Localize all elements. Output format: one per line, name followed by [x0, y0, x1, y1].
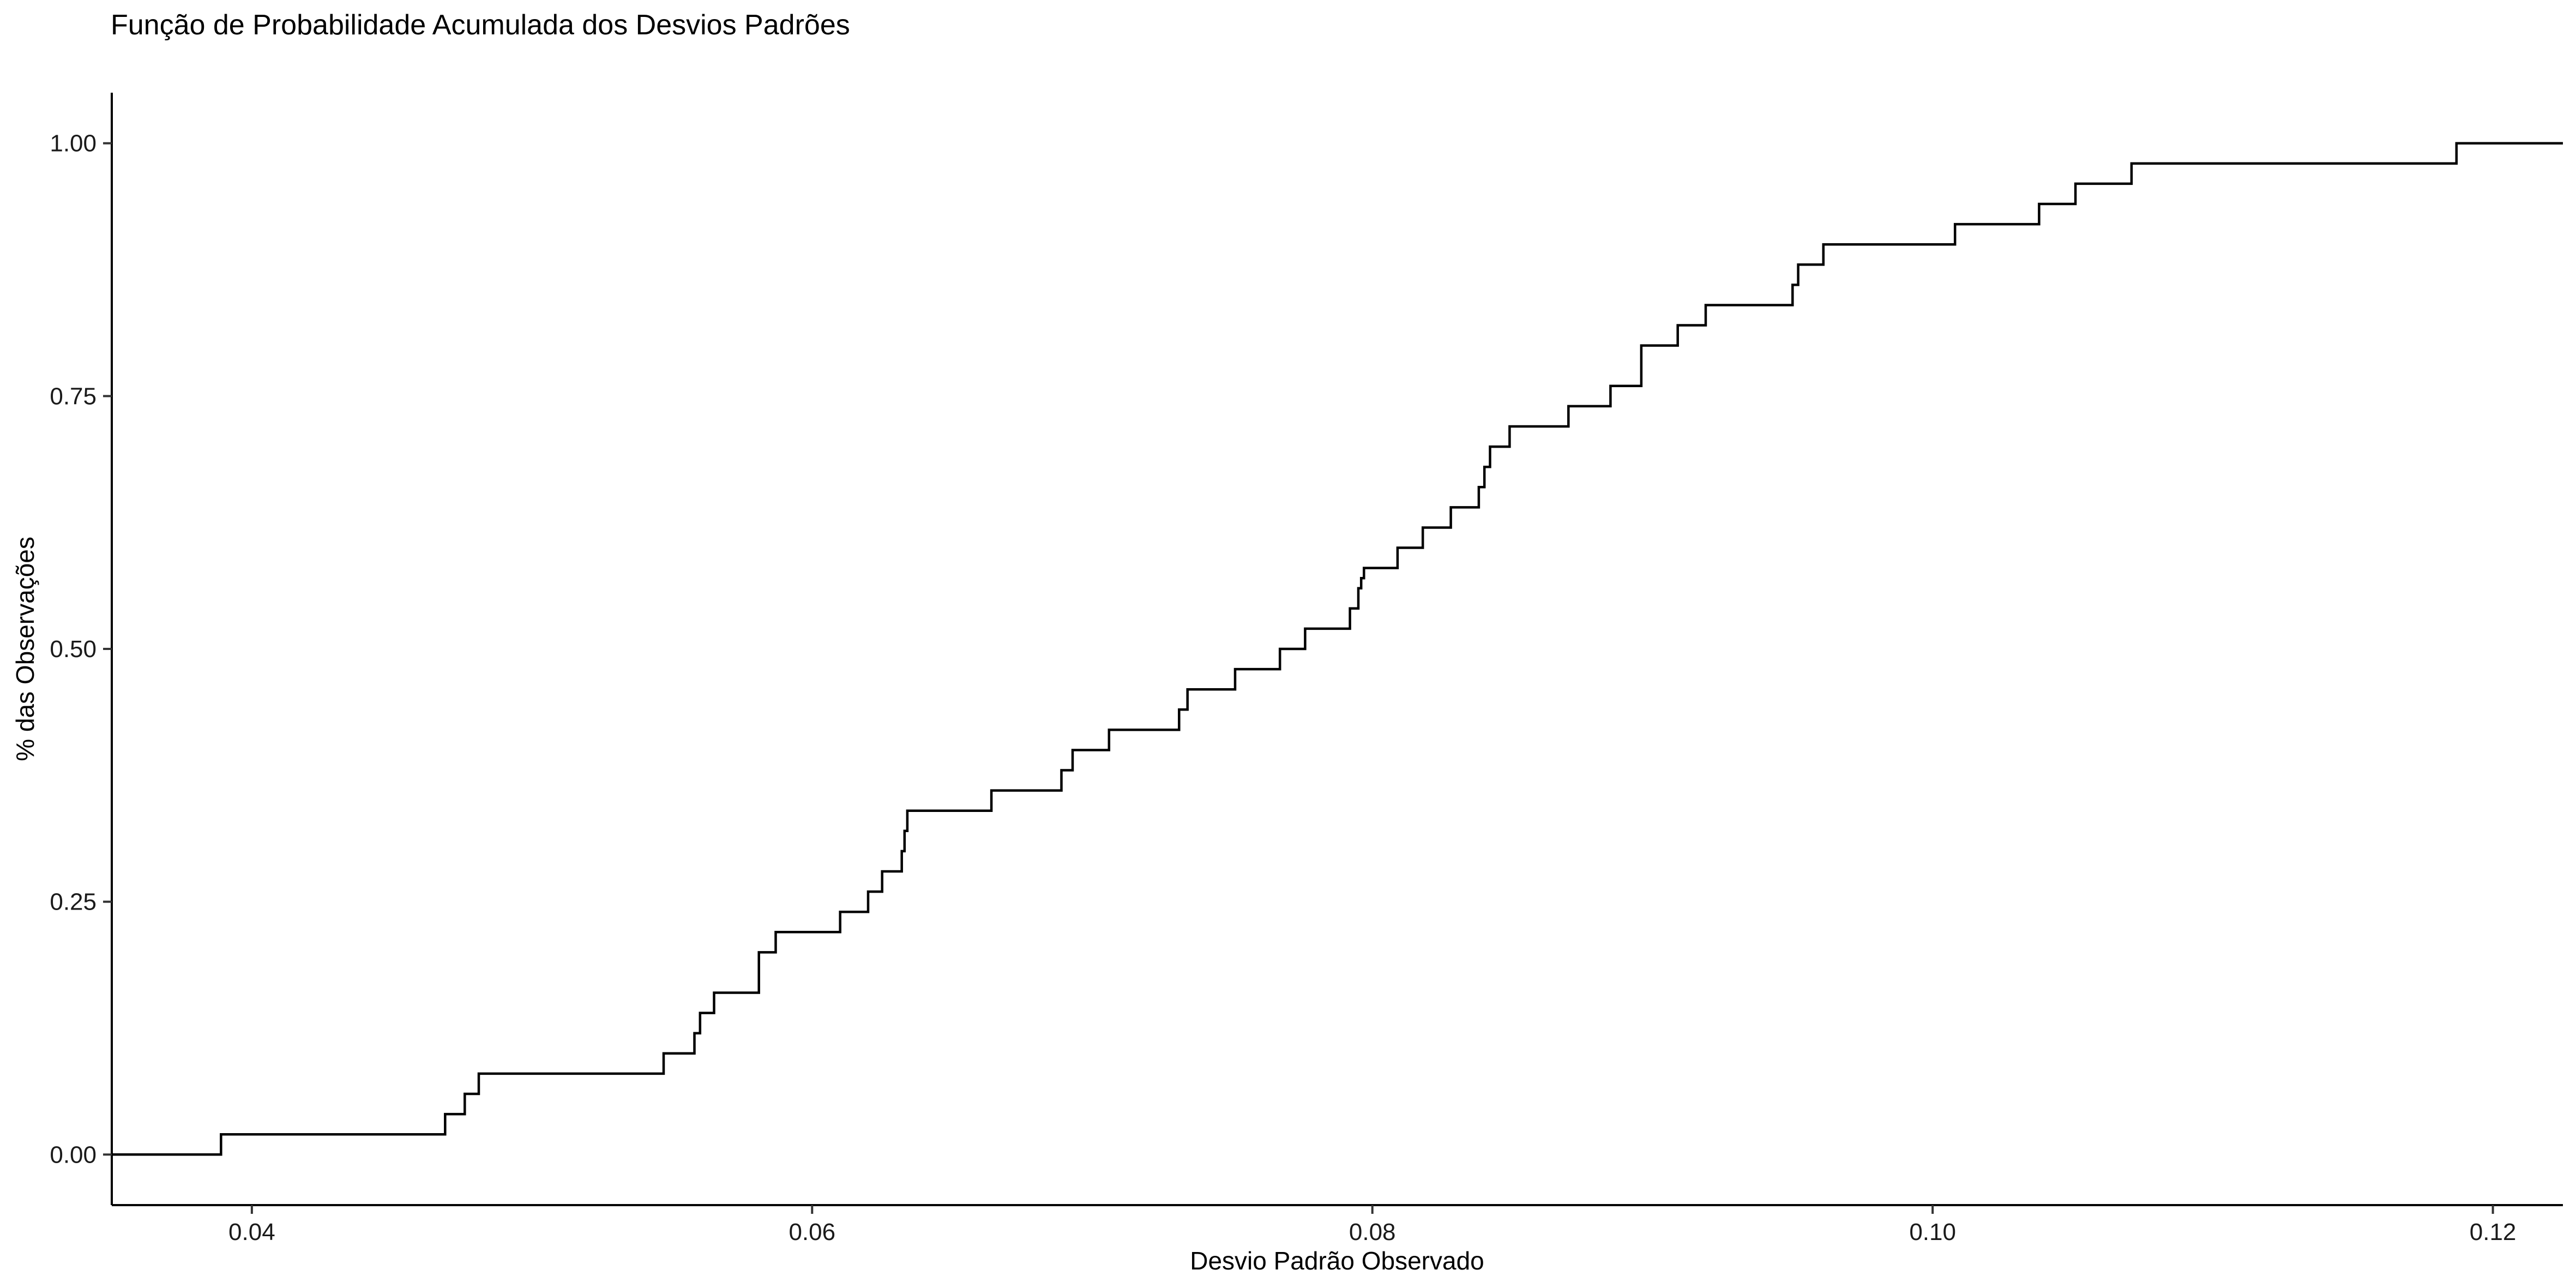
x-tick-label: 0.10: [1909, 1219, 1956, 1245]
x-tick-label: 0.12: [2470, 1219, 2517, 1245]
x-axis-ticks: 0.04 0.06 0.08 0.10 0.12: [228, 1205, 2516, 1245]
x-tick-label: 0.06: [789, 1219, 835, 1245]
y-tick-label: 0.50: [50, 636, 97, 663]
x-tick-label: 0.08: [1349, 1219, 1396, 1245]
chart-title: Função de Probabilidade Acumulada dos De…: [111, 9, 850, 41]
y-tick-label: 1.00: [50, 130, 97, 157]
y-axis-ticks: 0.00 0.25 0.50 0.75 1.00: [50, 130, 112, 1168]
x-tick-label: 0.04: [228, 1219, 275, 1245]
y-tick-label: 0.00: [50, 1141, 97, 1168]
y-axis-title: % das Observações: [11, 537, 39, 761]
ecdf-step-line: [111, 142, 2563, 1156]
x-axis-title: Desvio Padrão Observado: [1190, 1247, 1484, 1275]
y-tick-label: 0.75: [50, 383, 97, 410]
y-tick-label: 0.25: [50, 889, 97, 916]
